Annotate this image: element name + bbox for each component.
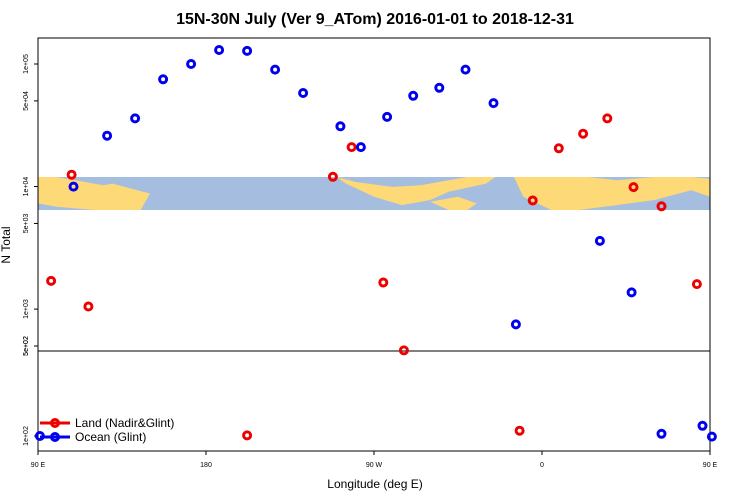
legend-label-land: Land (Nadir&Glint)	[75, 416, 174, 430]
point-ocean	[186, 59, 197, 69]
x-tick-label: 0	[540, 462, 544, 469]
point-ocean	[460, 64, 471, 75]
legend-entry-land: Land (Nadir&Glint)	[40, 416, 174, 430]
point-land	[242, 430, 253, 441]
point-land	[656, 201, 667, 212]
map-land	[38, 177, 710, 210]
land-africa-eurasia	[514, 177, 710, 210]
point-land	[628, 182, 639, 193]
point-ocean	[214, 45, 225, 55]
point-land	[46, 275, 57, 286]
legend-marker-ocean	[50, 432, 60, 442]
point-land	[83, 301, 94, 312]
x-tick-label: 180	[200, 462, 212, 469]
point-land	[527, 195, 538, 206]
point-land	[327, 171, 338, 182]
y-tick-label: 1e+03	[23, 299, 30, 319]
land-australia-asia	[38, 177, 150, 210]
point-ocean	[270, 64, 281, 75]
land-north-america	[336, 177, 496, 206]
point-ocean	[594, 235, 605, 246]
point-ocean	[68, 181, 79, 192]
legend-marker-land	[50, 418, 60, 428]
x-tick-label: 90 E	[31, 462, 46, 469]
point-land	[398, 345, 409, 356]
point-land	[602, 113, 613, 124]
point-ocean	[626, 287, 637, 298]
x-axis-label: Longitude (deg E)	[327, 477, 422, 491]
x-axis: 90 E 180 90 W 0 90 E	[31, 451, 718, 469]
legend-entry-ocean: Ocean (Glint)	[40, 430, 146, 444]
point-ocean	[335, 121, 346, 132]
y-axis-label: N Total	[0, 226, 13, 263]
point-ocean	[130, 113, 141, 124]
point-ocean	[242, 45, 253, 56]
point-ocean	[706, 431, 717, 442]
world-map-band	[38, 177, 710, 210]
point-ocean	[298, 88, 309, 98]
point-land	[66, 169, 77, 180]
point-ocean	[697, 420, 708, 431]
y-tick-label: 5e+02	[23, 336, 30, 356]
point-ocean	[382, 111, 393, 122]
point-ocean	[408, 90, 419, 101]
y-tick-label: 5e+04	[23, 91, 30, 111]
land-south-america	[430, 196, 477, 210]
y-tick-label: 1e+02	[23, 426, 30, 446]
y-tick-label: 1e+04	[23, 177, 30, 197]
point-ocean	[510, 319, 521, 330]
chart-title: 15N-30N July (Ver 9_ATom) 2016-01-01 to …	[176, 11, 574, 28]
point-land	[553, 143, 564, 154]
point-land	[723, 276, 730, 283]
point-ocean	[656, 428, 667, 439]
x-tick-label: 90 E	[703, 462, 718, 469]
x-tick-label: 90 W	[366, 462, 383, 469]
point-ocean	[488, 98, 499, 109]
data-points	[34, 45, 730, 442]
point-land	[514, 425, 525, 436]
point-land	[578, 128, 589, 139]
legend-label-ocean: Ocean (Glint)	[75, 430, 146, 444]
point-land	[691, 279, 702, 290]
point-land	[346, 142, 357, 153]
y-tick-label: 5e+02	[23, 336, 30, 356]
point-ocean	[434, 82, 445, 93]
point-land	[378, 277, 389, 288]
y-tick-label: 5e+03	[23, 214, 30, 234]
y-tick-label: 1e+05	[23, 54, 30, 74]
point-ocean	[355, 142, 366, 153]
point-ocean	[158, 74, 169, 85]
point-ocean	[102, 130, 113, 141]
legend: Land (Nadir&Glint) Ocean (Glint)	[40, 416, 174, 444]
